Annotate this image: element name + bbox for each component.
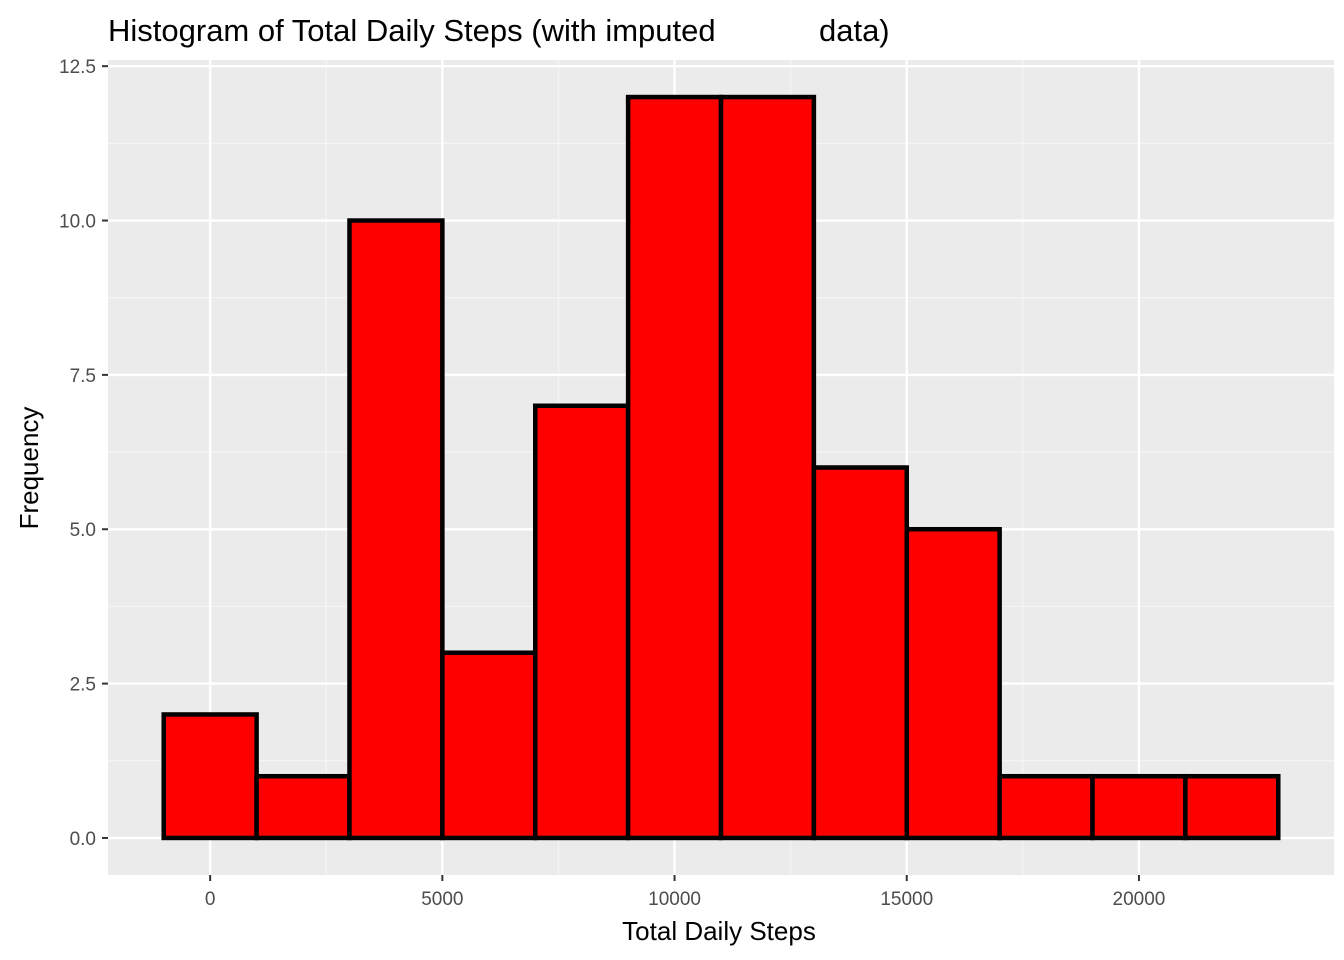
histogram-bar	[904, 526, 1002, 841]
histogram-bar	[440, 650, 538, 841]
y-axis: 0.0 2.5 5.0 7.5 10.0 12.5	[59, 57, 108, 850]
y-tick-label: 2.5	[70, 675, 96, 696]
histogram-bar	[347, 218, 445, 841]
y-tick-label: 10.0	[59, 212, 96, 233]
histogram-bar	[1183, 773, 1281, 841]
histogram-bars	[161, 94, 1281, 841]
histogram-bar	[997, 773, 1095, 841]
histogram-bar	[254, 773, 352, 841]
x-axis-title: Total Daily Steps	[622, 916, 816, 946]
y-tick-label: 7.5	[70, 366, 96, 387]
x-axis: 0 5000 10000 15000 20000	[205, 875, 1165, 910]
x-tick-label: 10000	[648, 889, 701, 910]
histogram-bar	[1090, 773, 1188, 841]
x-tick-label: 15000	[880, 889, 933, 910]
y-tick-label: 5.0	[70, 520, 96, 541]
histogram-bar	[811, 465, 910, 841]
histogram-bar	[161, 712, 259, 841]
histogram-bar	[532, 403, 631, 841]
histogram-bar	[718, 94, 817, 841]
x-tick-label: 20000	[1113, 889, 1166, 910]
x-tick-label: 5000	[421, 889, 463, 910]
y-axis-title: Frequency	[14, 407, 44, 530]
y-tick-label: 0.0	[70, 829, 96, 850]
x-tick-label: 0	[205, 889, 216, 910]
histogram-bar	[625, 94, 724, 841]
y-tick-label: 12.5	[59, 57, 96, 78]
chart-title: Histogram of Total Daily Steps (with imp…	[108, 13, 890, 48]
